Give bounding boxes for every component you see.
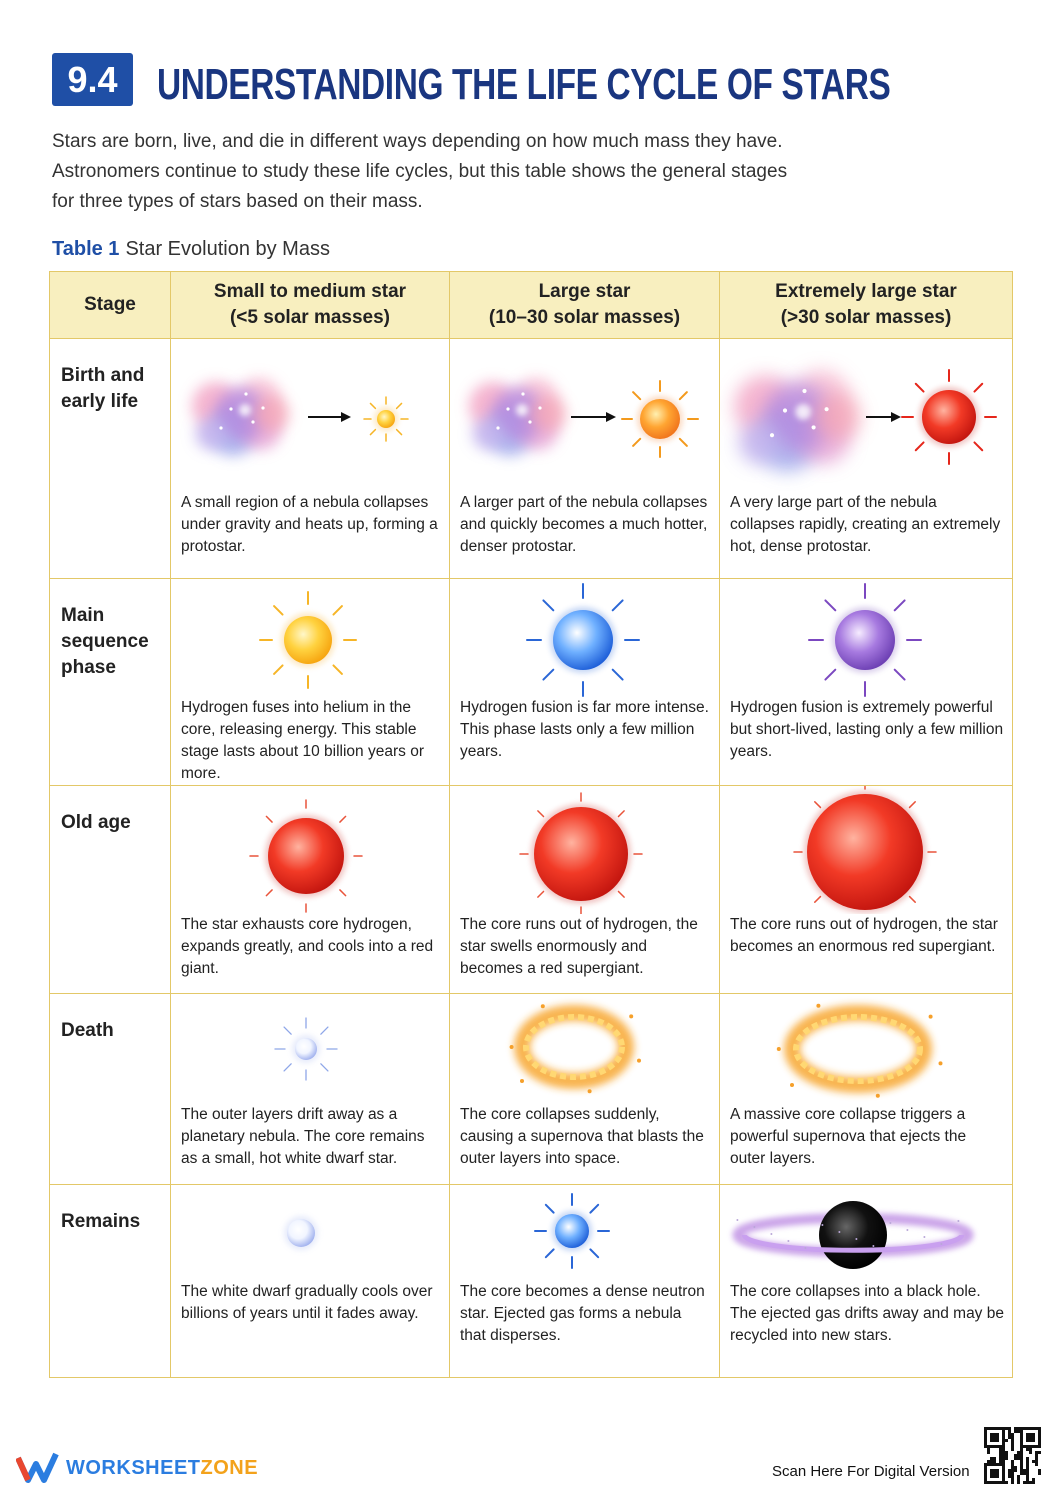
table-caption-text: Star Evolution by Mass — [125, 238, 330, 260]
stage-cell: Death — [49, 993, 171, 1185]
stage-cell-content: The core becomes a dense neutron star. E… — [449, 1184, 720, 1378]
description: A very large part of the nebula collapse… — [730, 494, 1001, 555]
brand-b: ZONE — [200, 1457, 259, 1479]
stage-cell-content: Hydrogen fusion is extremely powerful bu… — [719, 578, 1013, 786]
intro: Stars are born, live, and die in differe… — [52, 127, 787, 217]
table-label: Table 1 — [52, 238, 120, 260]
description: The core collapses suddenly, causing a s… — [460, 1106, 704, 1167]
stage-cell-content: The white dwarf gradually cools over bil… — [170, 1184, 450, 1378]
illustration — [259, 591, 357, 689]
scan-text: Scan Here For Digital Version — [772, 1463, 970, 1480]
stage-header: Stage — [49, 271, 171, 339]
stage-cell: Main sequence phase — [49, 578, 171, 786]
table-caption: Table 1 Star Evolution by Mass — [52, 238, 330, 261]
description: The star exhausts core hydrogen, expands… — [181, 916, 434, 977]
illustration — [519, 792, 643, 914]
stage-cell-content: A very large part of the nebula collapse… — [719, 338, 1013, 579]
section-badge: 9.4 — [52, 53, 133, 106]
column-name: Small to medium star — [213, 281, 407, 302]
description: The outer layers drift away as a planeta… — [181, 1106, 425, 1167]
column-name: Large star — [538, 281, 631, 302]
stage-cell-content: Hydrogen fuses into helium in the core, … — [170, 578, 450, 786]
logo-icon — [16, 1452, 59, 1483]
table-row: Birth and early life A small region of a … — [49, 338, 1013, 579]
stage-cell-content: The core runs out of hydrogen, the star … — [449, 785, 720, 994]
description: The core becomes a dense neutron star. E… — [460, 1283, 705, 1344]
intro-line: for three types of stars based on their … — [52, 191, 423, 212]
stage-cell-content: A larger part of the nebula collapses an… — [449, 338, 720, 579]
stage-cell-content: The core runs out of hydrogen, the star … — [719, 785, 1013, 994]
column-header: Small to medium star (<5 solar masses) — [170, 271, 450, 339]
description: Hydrogen fusion is extremely powerful bu… — [730, 699, 1004, 760]
stage-cell-content: A massive core collapse triggers a power… — [719, 993, 1013, 1185]
column-header: Large star (10–30 solar masses) — [449, 271, 720, 339]
illustration — [274, 1017, 338, 1081]
description: The core collapses into a black hole. Th… — [730, 1283, 1004, 1344]
stage-cell-content: The star exhausts core hydrogen, expands… — [170, 785, 450, 994]
stage-cell: Remains — [49, 1184, 171, 1378]
stage-cell-content: The core collapses suddenly, causing a s… — [449, 993, 720, 1185]
table-row: Death The outer layers drift away as a pl… — [49, 993, 1013, 1185]
column-mass: (10–30 solar masses) — [488, 307, 681, 328]
brand: WORKSHEETZONE — [66, 1457, 258, 1480]
illustration — [469, 378, 699, 458]
qr-code — [984, 1427, 1041, 1484]
stage-cell-content: Hydrogen fusion is far more intense. Thi… — [449, 578, 720, 786]
illustration — [534, 1193, 610, 1269]
illustration — [732, 1201, 974, 1269]
description: The white dwarf gradually cools over bil… — [181, 1283, 433, 1322]
illustration — [284, 1216, 318, 1250]
table-row: Main sequence phase Hydrogen fuses into h… — [49, 578, 1013, 786]
stage-cell: Old age — [49, 785, 171, 994]
stage-cell-content: The core collapses into a black hole. Th… — [719, 1184, 1013, 1378]
illustration — [734, 369, 997, 472]
description: The core runs out of hydrogen, the star … — [460, 916, 698, 977]
illustration — [249, 799, 363, 913]
brand-a: WORKSHEET — [66, 1457, 201, 1479]
illustration — [526, 583, 640, 697]
illustration — [793, 786, 937, 913]
description: Hydrogen fuses into helium in the core, … — [181, 699, 424, 782]
table-row: Old age The star exhausts core hydrogen, … — [49, 785, 1013, 994]
description: Hydrogen fusion is far more intense. Thi… — [460, 699, 709, 760]
stage-cell-content: A small region of a nebula collapses und… — [170, 338, 450, 579]
column-header: Extremely large star (>30 solar masses) — [719, 271, 1013, 339]
stage-cell: Birth and early life — [49, 338, 171, 579]
illustration — [808, 583, 922, 697]
column-name: Extremely large star — [775, 281, 957, 302]
description: The core runs out of hydrogen, the star … — [730, 916, 998, 955]
table-row: Remains The white dwarf gradually cools o… — [49, 1184, 1013, 1378]
header-row: Stage Small to medium star (<5 solar masse… — [49, 271, 1013, 339]
intro-line: Astronomers continue to study these life… — [52, 161, 788, 182]
column-mass: (<5 solar masses) — [229, 307, 390, 328]
description: A massive core collapse triggers a power… — [730, 1106, 967, 1167]
illustration — [509, 1004, 641, 1094]
stage-cell-content: The outer layers drift away as a planeta… — [170, 993, 450, 1185]
column-mass: (>30 solar masses) — [780, 307, 952, 328]
intro-line: Stars are born, live, and die in differe… — [52, 131, 783, 152]
star-table: Stage Small to medium star (<5 solar masse… — [49, 271, 1013, 1378]
description: A small region of a nebula collapses und… — [181, 494, 438, 555]
illustration — [776, 1003, 943, 1098]
description: A larger part of the nebula collapses an… — [460, 494, 708, 555]
page-title: UNDERSTANDING THE LIFE CYCLE OF STARS — [157, 60, 891, 109]
illustration — [192, 378, 409, 456]
